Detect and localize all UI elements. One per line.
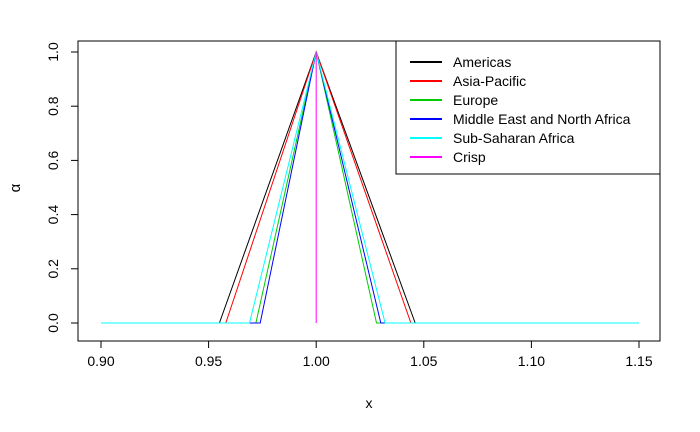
x-axis: 0.90 0.95 1.00 1.05 1.10 1.15	[87, 340, 653, 369]
y-tick-label: 1.0	[45, 42, 61, 62]
legend: Americas Asia-Pacific Europe Middle East an…	[395, 40, 661, 175]
series-layer	[101, 50, 639, 324]
y-tick-label: 0.8	[45, 96, 61, 116]
x-tick-label: 1.15	[625, 353, 652, 369]
legend-entry-label: Europe	[453, 92, 498, 108]
x-axis-label: x	[366, 395, 373, 411]
y-tick-label: 0.6	[45, 150, 61, 170]
x-tick-label: 1.00	[303, 353, 330, 369]
legend-entry-label: Sub-Saharan Africa	[453, 130, 575, 146]
y-axis-label: α	[7, 183, 24, 192]
y-tick-label: 0.4	[45, 205, 61, 225]
x-tick-label: 0.90	[87, 353, 114, 369]
x-tick-label: 1.10	[518, 353, 545, 369]
legend-entry-label: Americas	[453, 54, 511, 70]
x-tick-label: 1.05	[410, 353, 437, 369]
y-tick-label: 0.0	[45, 313, 61, 333]
legend-box	[395, 40, 661, 175]
x-tick-label: 0.95	[195, 353, 222, 369]
legend-entry-label: Asia-Pacific	[453, 73, 526, 89]
y-tick-label: 0.2	[45, 259, 61, 279]
legend-entry-label: Crisp	[453, 149, 486, 165]
y-axis: 0.0 0.2 0.4 0.6 0.8 1.0	[45, 42, 79, 333]
legend-entry-label: Middle East and North Africa	[453, 111, 631, 127]
